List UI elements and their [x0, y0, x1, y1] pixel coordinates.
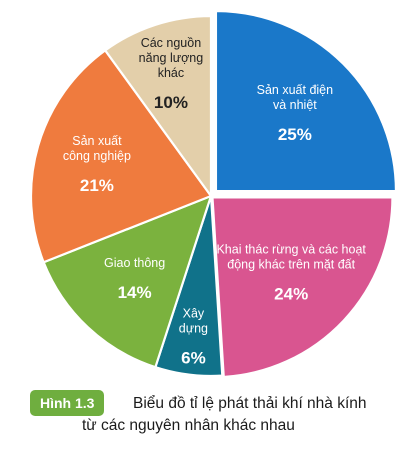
slice-category-label: Khai thác rừng và các hoạt	[216, 242, 366, 256]
slice-value-label: 14%	[118, 283, 152, 302]
slice-category-label: và nhiệt	[273, 98, 317, 112]
pie-slice-2	[211, 196, 394, 379]
slice-category-label: khác	[158, 66, 184, 80]
pie-slice-5	[29, 49, 213, 264]
slice-category-label: năng lượng	[139, 51, 204, 65]
slice-category-label: Sản xuất	[72, 134, 122, 148]
slice-value-label: 10%	[154, 93, 188, 112]
caption-line-1: Biểu đồ tỉ lệ phát thải khí nhà kính	[133, 395, 367, 412]
slice-value-label: 25%	[278, 125, 312, 144]
slice-category-label: dựng	[179, 321, 208, 335]
figure-number-badge: Hình 1.3	[30, 390, 105, 416]
slice-category-label: động khác trên mặt đất	[227, 257, 355, 271]
slice-category-label: Xây	[183, 306, 205, 320]
slice-category-label: Các nguồn	[141, 36, 202, 50]
pie-slice-1	[214, 9, 398, 193]
slice-category-label: Sản xuất điện	[257, 83, 333, 97]
slice-category-label: công nghiệp	[63, 149, 131, 163]
pie-slice-6	[104, 14, 213, 198]
slice-label-4: Giao thông 14%	[104, 256, 165, 302]
slice-value-label: 24%	[274, 284, 308, 303]
slice-category-label: Giao thông	[104, 256, 165, 270]
slice-value-label: 6%	[181, 348, 206, 367]
caption-line-2: từ các nguyên nhân khác nhau	[82, 417, 295, 434]
pie-slice-4	[42, 194, 213, 369]
slice-value-label: 21%	[80, 176, 114, 195]
